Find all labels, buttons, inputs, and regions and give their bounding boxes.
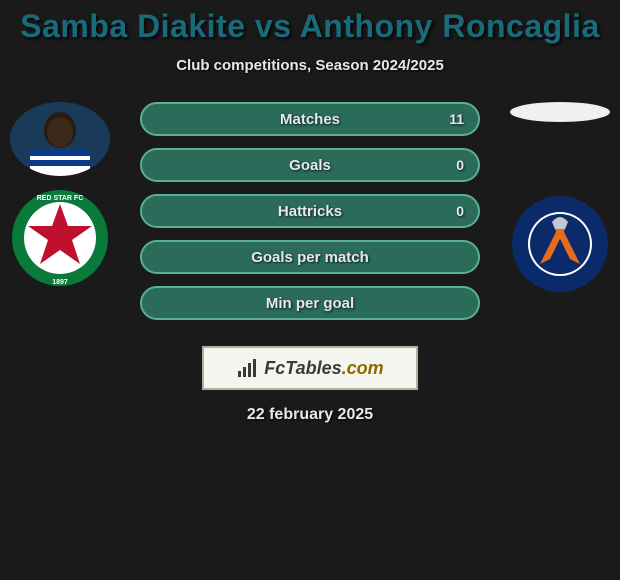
brand-box: FcTables.com — [202, 346, 418, 390]
tappara-logo-icon — [510, 194, 610, 294]
stat-bar-goals: Goals 0 — [140, 148, 480, 182]
svg-text:RED STAR FC: RED STAR FC — [37, 195, 84, 202]
player2-club-logo — [510, 194, 610, 294]
stat-value-right: 0 — [456, 203, 464, 219]
footer-block: FcTables.com 22 february 2025 — [140, 332, 480, 424]
brand-name: FcTables — [264, 358, 341, 378]
stat-label: Matches — [280, 111, 340, 128]
stat-value-right: 11 — [449, 111, 464, 127]
page-title: Samba Diakite vs Anthony Roncaglia — [20, 8, 600, 45]
chart-icon — [236, 357, 258, 379]
brand-suffix: .com — [342, 358, 384, 378]
player1-photo-svg — [10, 102, 110, 176]
stat-bar-hattricks: Hattricks 0 — [140, 194, 480, 228]
redstar-logo-icon: RED STAR FC 1897 — [10, 188, 110, 288]
stat-label: Min per goal — [266, 295, 354, 312]
player1-column: RED STAR FC 1897 — [10, 102, 110, 288]
stat-value-right: 0 — [456, 157, 464, 173]
player1-photo — [10, 102, 110, 176]
infographic-root: Samba Diakite vs Anthony Roncaglia Club … — [0, 0, 620, 424]
subtitle: Club competitions, Season 2024/2025 — [176, 57, 444, 74]
player2-photo — [510, 102, 610, 122]
player2-column — [510, 102, 610, 294]
stat-bar-gpm: Goals per match — [140, 240, 480, 274]
brand-text: FcTables.com — [264, 358, 383, 379]
stat-label: Goals — [289, 157, 331, 174]
stat-label: Hattricks — [278, 203, 342, 220]
player1-club-logo: RED STAR FC 1897 — [10, 188, 110, 288]
stat-bar-mpg: Min per goal — [140, 286, 480, 320]
main-area: RED STAR FC 1897 Matches — [0, 102, 620, 424]
stats-column: Matches 11 Goals 0 Hattricks 0 Goals per… — [140, 102, 480, 424]
stat-bar-matches: Matches 11 — [140, 102, 480, 136]
stat-label: Goals per match — [251, 249, 369, 266]
date-line: 22 february 2025 — [247, 406, 373, 424]
svg-text:1897: 1897 — [52, 279, 68, 286]
